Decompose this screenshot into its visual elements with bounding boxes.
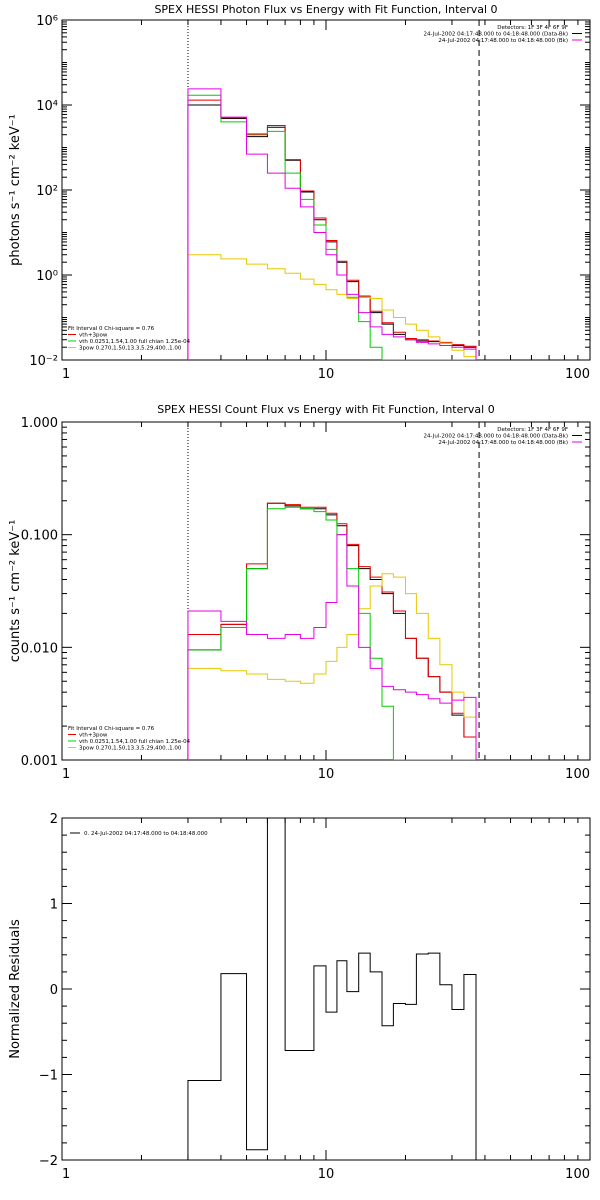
header-line: Detectors: 1F 3F 4F 6F 9F xyxy=(497,427,568,433)
y-tick-label: 10⁴ xyxy=(36,99,58,114)
legend-entry: vth+3pow xyxy=(79,333,108,339)
y-tick-label: 0.100 xyxy=(21,529,58,544)
x-tick-label: 10 xyxy=(318,367,335,382)
series--data-bk--line xyxy=(188,503,476,765)
header-line: Detectors: 1F 3F 4F 6F 9F xyxy=(497,25,568,31)
legend-entry: vth+3pow xyxy=(79,733,108,739)
series--data-bk--line xyxy=(188,105,476,365)
legend-entry: vth 0.0251,1.54,1.00 full chian 1.25e-04 xyxy=(79,739,191,745)
legend-entry: 3pow 0.270,1.50,13.3,5.29,400.,1.00 xyxy=(79,346,182,352)
header-line: 24-Jul-2002 04:17:48.000 to 04:18:48.000… xyxy=(424,434,569,440)
header-line: 24-Jul-2002 04:17:48.000 to 04:18:48.000… xyxy=(438,38,568,44)
y-tick-label: −2 xyxy=(39,1154,58,1169)
series-vth-3pow-line xyxy=(188,503,476,765)
y-tick-label: 10⁻² xyxy=(29,354,58,369)
series-3pow-line xyxy=(188,255,476,365)
y-tick-label: 0.010 xyxy=(21,641,58,656)
series-vth-3pow-line xyxy=(188,100,476,365)
series-0-24-jul-2002-04-17-48-000-to-04-18-48-000-line xyxy=(188,767,476,1165)
header-line: 24-Jul-2002 04:17:48.000 to 04:18:48.000… xyxy=(424,32,569,38)
x-tick-label: 10 xyxy=(318,1167,335,1182)
chart-title: SPEX HESSI Count Flux vs Energy with Fit… xyxy=(157,403,494,416)
series--bk--line xyxy=(188,89,476,365)
x-tick-label: 100 xyxy=(565,367,590,382)
legend-entry: 3pow 0.270,1.50,13.3,5.29,400.,1.00 xyxy=(79,746,182,752)
plot-frame xyxy=(62,20,590,360)
series--bk--line xyxy=(188,535,476,765)
count-flux-panel: SPEX HESSI Count Flux vs Energy with Fit… xyxy=(8,403,590,782)
x-tick-label: 10 xyxy=(318,767,335,782)
y-tick-label: 10⁰ xyxy=(36,269,58,284)
legend-entry: Fit Interval 0 Chi-square = 0.76 xyxy=(68,326,155,332)
y-tick-label: 2 xyxy=(50,812,58,827)
residuals-panel: Normalized Residuals 1 10 100 −2 −1 0 1 2 0. 24-J… xyxy=(8,767,590,1182)
legend-entry: vth 0.0251,1.54,1.00 full chian 1.25e-04 xyxy=(79,339,191,345)
series-vth-line xyxy=(188,95,476,365)
y-tick-label: 0 xyxy=(50,983,58,998)
y-tick-label: 1 xyxy=(50,898,58,913)
y-axis-label: Normalized Residuals xyxy=(8,919,23,1059)
y-tick-label: 0.001 xyxy=(21,754,58,769)
series-vth-line xyxy=(188,507,476,765)
y-tick-label: 10² xyxy=(36,184,58,199)
x-tick-label: 1 xyxy=(62,1167,70,1182)
legend-entry: Fit Interval 0 Chi-square = 0.76 xyxy=(68,726,155,732)
legend-entry: 0. 24-Jul-2002 04:17:48.000 to 04:18:48.… xyxy=(84,831,208,837)
x-tick-label: 100 xyxy=(565,767,590,782)
x-tick-label: 100 xyxy=(565,1167,590,1182)
y-tick-label: 1.000 xyxy=(21,416,58,431)
y-axis-label: photons s⁻¹ cm⁻² keV⁻¹ xyxy=(8,114,23,266)
y-tick-label: −1 xyxy=(39,1069,58,1084)
plot-frame xyxy=(62,422,590,760)
x-tick-label: 1 xyxy=(62,367,70,382)
chart-title: SPEX HESSI Photon Flux vs Energy with Fi… xyxy=(154,3,497,16)
x-tick-label: 1 xyxy=(62,767,70,782)
y-tick-label: 10⁶ xyxy=(36,14,58,29)
header-line: 24-Jul-2002 04:17:48.000 to 04:18:48.000… xyxy=(438,440,568,446)
photon-flux-panel: SPEX HESSI Photon Flux vs Energy with Fi… xyxy=(8,3,590,382)
